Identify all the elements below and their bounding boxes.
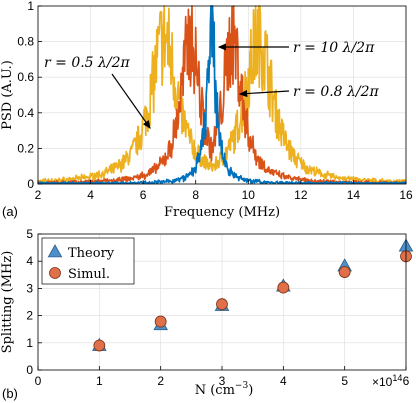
panel-a-tick-label-x: 8 [192,188,199,202]
panel-a-annotation-label: r = 10 λ/2π [293,40,375,56]
panel-b-x-multiplier-base: ×10 [372,375,393,389]
panel-b-x-axis-label: N (cm−3) [195,381,254,398]
panel-b-tick-label-y: 2 [26,309,33,323]
panel-b-tick-label-x: 4 [280,374,287,388]
panel-b-legend: Theory Simul. [41,237,135,285]
panel-a-x-axis-label: Frequency (MHz) [164,205,280,220]
panel-a-label: (a) [2,204,18,219]
panel-a-tick-label-x: 16 [399,188,413,202]
panel-a-tick-label-y: 0.4 [17,106,34,120]
panel-b-points [92,238,414,352]
panel-a-tick-label-x: 12 [294,188,308,202]
panel-b-tick-label-x: 0 [35,374,42,388]
panel-a-ticks: 2 4 6 8 10 12 14 16 0 0.2 0.4 0.6 0.8 1 [17,0,413,202]
panel-a-series-line-2 [37,5,407,184]
panel-b-tick-label-x: 3 [219,374,226,388]
panel-a-tick-label-y: 0.8 [17,35,34,49]
panel-a-annotation-label: r = 0.5 λ/2π [44,55,131,71]
panel-a-tick-label-y: 0.6 [17,70,34,84]
panel-a-annotations: r = 10 λ/2π r = 0.8 λ/2π r = 0.5 λ/2π [44,40,380,129]
panel-b-x-axis-label-sup: −3 [235,381,249,391]
panel-b-ticks: 0 1 2 3 4 5 6 0 1 2 3 4 5 [26,227,409,388]
panel-a-tick-label-y: 0 [27,177,34,191]
panel-b-legend-theory-marker [47,244,63,258]
panel-a-tick-label-x: 14 [347,188,361,202]
panel-b-tick-label-y: 5 [26,227,33,241]
panel-b-tick-label-x: 2 [157,374,164,388]
panel-b-tick-label-x: 6 [403,374,410,388]
panel-b-tick-label-x: 1 [96,374,103,388]
panel-a-series [37,5,407,184]
panel-a-tick-label-y: 1 [27,0,34,13]
panel-a-tick-label-x: 2 [35,188,42,202]
panel-b-simul-point [338,266,351,278]
panel-b-label: (b) [2,386,18,401]
panel-b-x-axis-label-main: N (cm [195,383,235,398]
panel-b-tick-label-y: 3 [26,281,33,295]
panel-a-annotation-arrow [238,89,290,98]
panel-b-x-axis-label-tail: ) [248,383,253,398]
panel-b-tick-label-y: 1 [26,336,33,350]
panel-b-legend-theory-label: Theory [68,246,115,261]
panel-a-y-axis-label: PSD (A.U.) [0,60,15,130]
panel-b-legend-simul-marker [49,267,61,279]
panel-b-tick-label-x: 5 [341,374,348,388]
panel-b-simul-point [277,281,290,294]
panel-a-tick-label-x: 6 [140,188,147,202]
panel-b-x-multiplier: ×1014 [372,373,402,389]
panel-b-simul-point [93,339,106,352]
panel-a-tick-label-x: 4 [87,188,94,202]
panel-b-simul-point [216,298,228,311]
panel-a-tick-label-y: 0.2 [17,141,34,155]
panel-b-simul-point [154,315,167,328]
panel-b-tick-label-y: 4 [26,254,33,268]
panel-b-y-axis-label: Splitting (MHz) [0,251,15,354]
panel-b-legend-simul-label: Simul. [68,267,110,282]
panel-b-tick-label-y: 0 [26,363,33,377]
panel-b-x-multiplier-exp: 14 [392,373,402,383]
panel-a-annotation-label: r = 0.8 λ/2π [293,84,380,100]
panel-a-annotation-arrow [111,73,151,129]
panel-a-tick-label-x: 10 [242,188,256,202]
panel-b: 0 1 2 3 4 5 6 0 1 2 3 4 5 Theory Simul. N (cm−3) ×101… [0,227,414,401]
panel-a-plot-frame [37,5,407,185]
panel-a-series-line-0 [37,5,407,184]
